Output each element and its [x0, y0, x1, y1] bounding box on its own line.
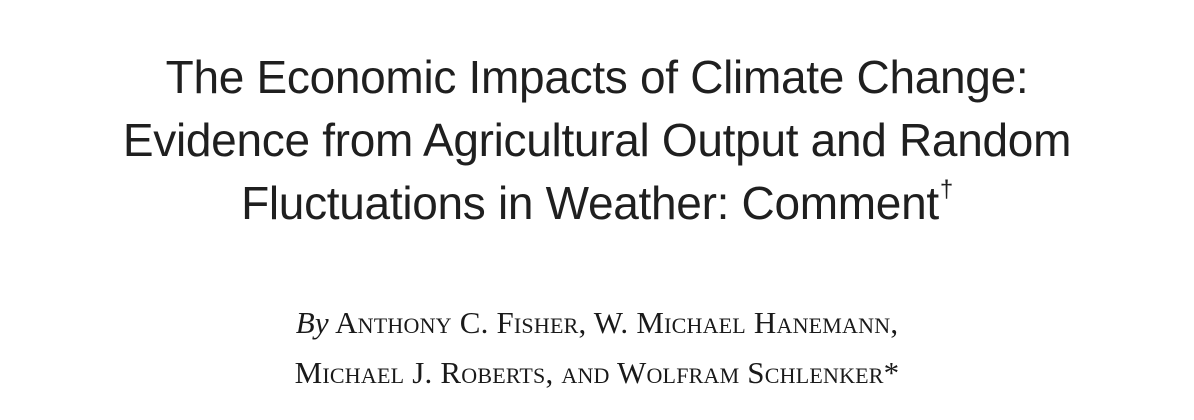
- authors-line-1: Anthony C. Fisher, W. Michael Hanemann,: [335, 305, 899, 340]
- title-line-1: The Economic Impacts of Climate Change:: [165, 51, 1029, 103]
- article-title: The Economic Impacts of Climate Change: …: [0, 46, 1194, 235]
- author-byline: By Anthony C. Fisher, W. Michael Haneman…: [0, 298, 1194, 398]
- title-line-3-text: Fluctuations in Weather: Comment: [241, 177, 939, 229]
- byline-line-1: By Anthony C. Fisher, W. Michael Haneman…: [0, 298, 1194, 348]
- title-line-2: Evidence from Agricultural Output and Ra…: [122, 114, 1072, 166]
- byline-line-2: Michael J. Roberts, and Wolfram Schlenke…: [294, 355, 900, 390]
- by-label: By: [295, 305, 329, 340]
- title-line-3: Fluctuations in Weather: Comment†: [0, 172, 1194, 235]
- title-footnote-mark: †: [939, 176, 953, 203]
